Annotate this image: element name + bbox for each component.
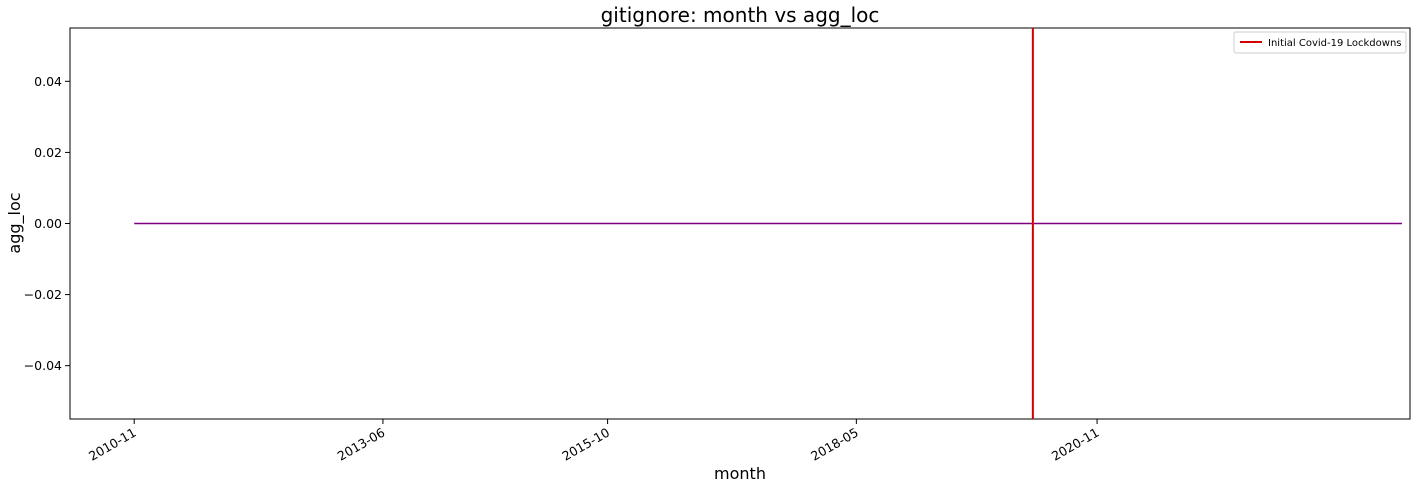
legend: Initial Covid-19 Lockdowns bbox=[1233, 31, 1407, 54]
y-tick-label: 0.02 bbox=[34, 145, 62, 160]
y-axis-label: agg_loc bbox=[5, 192, 25, 253]
x-tick-label: 2013-06 bbox=[335, 425, 388, 464]
chart-title: gitignore: month vs agg_loc bbox=[601, 3, 880, 27]
legend-label: Initial Covid-19 Lockdowns bbox=[1268, 38, 1402, 49]
x-tick-label: 2015-10 bbox=[559, 425, 612, 464]
y-tick-label: 0.00 bbox=[34, 216, 62, 231]
legend-box bbox=[1233, 31, 1407, 54]
y-axis: 0.04 0.02 0.00 −0.02 −0.04 bbox=[24, 74, 70, 373]
x-tick-label: 2010-11 bbox=[86, 425, 139, 464]
x-tick-label: 2018-05 bbox=[808, 425, 861, 464]
y-tick-label: 0.04 bbox=[34, 74, 62, 89]
y-tick-label: −0.04 bbox=[24, 358, 62, 373]
x-axis: 2010-11 2013-06 2015-10 2018-05 2020-11 bbox=[86, 419, 1102, 464]
y-tick-label: −0.02 bbox=[24, 287, 62, 302]
x-tick-label: 2020-11 bbox=[1049, 425, 1102, 464]
x-axis-label: month bbox=[714, 464, 766, 483]
